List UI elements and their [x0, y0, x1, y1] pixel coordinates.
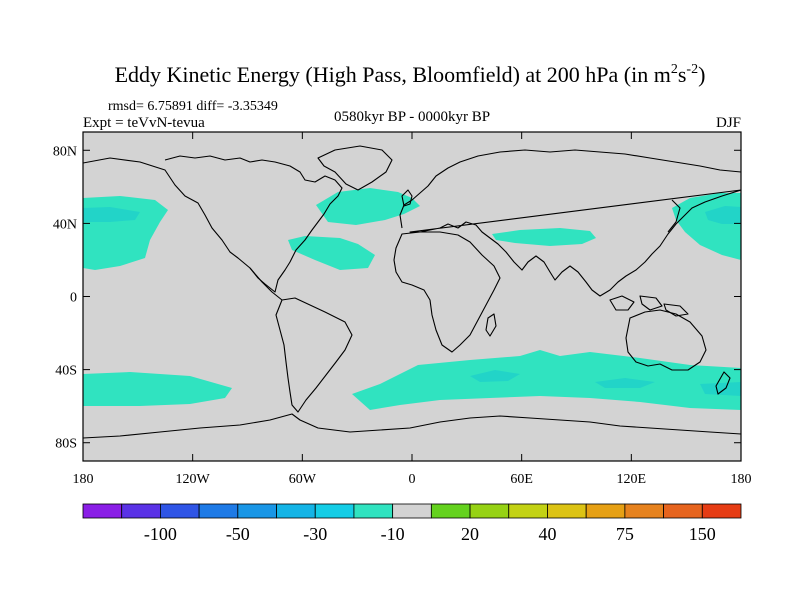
x-tick-label: 180: [73, 472, 94, 487]
north-pacific-east-core: [705, 206, 741, 224]
y-tick-label: 80S: [55, 437, 77, 452]
central-america-coastline: [249, 267, 283, 301]
colorbar-box: [392, 503, 432, 519]
japan-coastline: [667, 199, 681, 233]
maritime-continent-coastline: [609, 295, 689, 317]
figure-title: Eddy Kinetic Energy (High Pass, Bloomfie…: [115, 62, 706, 87]
colorbar-label: 40: [538, 524, 556, 544]
y-tick-label: 40S: [55, 364, 77, 379]
y-tick-label: 40N: [53, 217, 77, 232]
colorbar-box: [237, 503, 277, 519]
x-axis: 180 120W 60W 0 60E 120E 180: [73, 132, 752, 487]
madagascar-coastline: [485, 313, 497, 337]
colorbar-label: -10: [381, 524, 405, 544]
colorbar-box: [314, 503, 355, 519]
australia-coastline: [625, 309, 707, 371]
x-tick-label: 180: [731, 472, 752, 487]
map-background: [83, 132, 741, 461]
colorbar-label: -100: [144, 524, 177, 544]
period-label: 0580kyr BP - 0000kyr BP: [334, 109, 490, 125]
colorbar-label: 20: [461, 524, 479, 544]
eurasia-coastline: [399, 149, 741, 297]
colorbar-label: 75: [616, 524, 634, 544]
x-tick-label: 120W: [176, 472, 211, 487]
x-tick-label: 60E: [510, 472, 533, 487]
colorbar-box: [585, 503, 626, 519]
south-pacific-anomaly: [83, 372, 232, 406]
colorbar-box: [701, 503, 742, 519]
colorbar-box: [353, 503, 394, 519]
colorbar-box: [121, 503, 161, 519]
season-label: DJF: [716, 115, 741, 131]
north-america-coastline: [83, 155, 343, 293]
x-tick-label: 120E: [617, 472, 647, 487]
north-pacific-west-core: [83, 207, 140, 222]
colorbar-box: [547, 503, 587, 519]
southern-ocean-core-1: [470, 370, 520, 382]
southern-ocean-core-2: [595, 378, 655, 388]
colorbar-box: [276, 503, 316, 519]
x-tick-label: 60W: [289, 472, 317, 487]
colorbar: -100 -50 -30 -10 20 40 75 150: [82, 503, 742, 544]
y-tick-label: 0: [70, 291, 77, 306]
colorbar-box: [430, 503, 471, 519]
colorbar-box: [160, 503, 200, 519]
africa-coastline: [393, 231, 501, 353]
colorbar-label: 150: [689, 524, 716, 544]
southern-ocean-core-3: [700, 382, 741, 396]
colorbar-box: [82, 503, 123, 519]
antarctica-coastline: [83, 413, 741, 439]
y-axis: 80N 40N 0 40S 80S: [53, 144, 741, 452]
colorbar-box: [508, 503, 548, 519]
colorbar-box: [469, 503, 510, 519]
colorbar-label: -50: [226, 524, 250, 544]
colorbar-box: [198, 503, 239, 519]
british-isles-coastline: [401, 189, 413, 207]
coastlines: [83, 145, 741, 439]
colorbar-box: [663, 503, 703, 519]
x-tick-label: 0: [409, 472, 416, 487]
greenland-coastline: [317, 145, 393, 191]
south-america-coastline: [275, 297, 353, 413]
colorbar-box: [624, 503, 664, 519]
north-atlantic-anomaly: [316, 188, 420, 225]
stats-label: rmsd= 6.75891 diff= -3.35349: [108, 99, 278, 114]
subtropical-atlantic-anomaly: [288, 236, 375, 270]
y-tick-label: 80N: [53, 144, 77, 159]
experiment-label: Expt = teVvN-tevua: [83, 115, 205, 131]
map-panel: 180 120W 60W 0 60E 120E 180 80N 40N 0 40S 80S: [53, 131, 752, 487]
asia-jet-anomaly: [492, 228, 596, 246]
colorbar-label: -30: [303, 524, 327, 544]
new-zealand-coastline: [715, 371, 731, 395]
